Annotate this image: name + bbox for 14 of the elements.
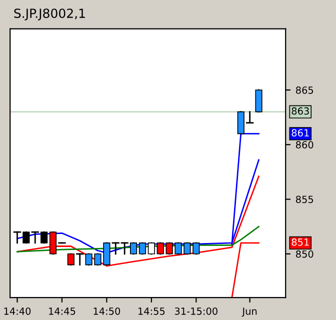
x-tick-label: 14:50: [94, 307, 120, 315]
y-tick-label: 865: [296, 86, 314, 94]
x-tick-label: 31-15:00: [174, 307, 218, 315]
chart-title: S.JP.J8002,1: [14, 8, 85, 20]
y-tick-label: 860: [296, 141, 314, 148]
y-tick-label: 855: [296, 196, 314, 204]
text: 861: [292, 129, 309, 137]
ref-line-label: 863: [292, 107, 309, 115]
x-tick-label: Jun: [242, 308, 257, 317]
x-tick-label: 14:40: [4, 307, 31, 315]
x-tick-label: 14:45: [49, 308, 76, 315]
x-tick-label: 14:55: [138, 308, 165, 315]
y-tick-label: 850: [296, 250, 314, 258]
text: 851: [292, 238, 309, 246]
